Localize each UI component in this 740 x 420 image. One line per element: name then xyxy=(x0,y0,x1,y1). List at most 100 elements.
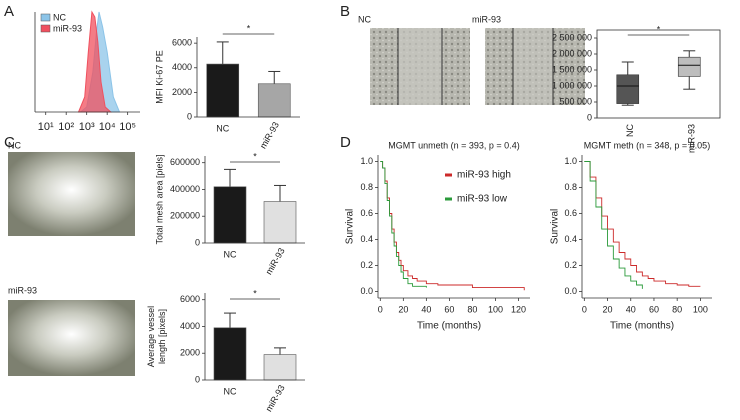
x-tick-label: NC xyxy=(625,124,635,137)
image-gap xyxy=(398,28,442,105)
y-axis-label: length [pixels] xyxy=(157,309,167,364)
y-axis-label: Survival xyxy=(550,209,561,245)
y-tick-label: 6000 xyxy=(180,294,200,304)
y-tick-label: 600000 xyxy=(170,157,200,167)
y-axis-label: MFI Ki-67 PE xyxy=(154,50,164,104)
x-tick-label: miR-93 xyxy=(258,120,281,150)
x-tick-label: miR-93 xyxy=(264,246,287,276)
x-tick-label: NC xyxy=(224,386,237,396)
y-tick-label: 1 500 000 xyxy=(552,64,592,74)
y-tick-label: 0.6 xyxy=(360,208,373,218)
x-tick-label: NC xyxy=(216,123,229,133)
bar xyxy=(257,83,291,118)
x-tick-label: 10⁴ xyxy=(99,121,116,133)
chart-title: MGMT unmeth (n = 393, p = 0.4) xyxy=(388,140,519,150)
significance-label: * xyxy=(253,151,257,161)
x-tick-label: 20 xyxy=(398,304,408,314)
y-tick-label: 0.2 xyxy=(360,260,373,270)
x-tick-label: 10¹ xyxy=(38,121,54,133)
survival-curve xyxy=(380,161,525,291)
x-tick-label: 40 xyxy=(626,304,636,314)
y-tick-label: 0 xyxy=(195,237,200,247)
x-tick-label: 80 xyxy=(672,304,682,314)
y-tick-label: 0.0 xyxy=(564,286,577,296)
box xyxy=(677,56,701,77)
panel-letter: D xyxy=(340,134,351,151)
tube-images: NC miR-93 xyxy=(8,140,135,376)
x-tick-label: 0 xyxy=(378,304,383,314)
image-label: NC xyxy=(358,14,371,24)
image-gap xyxy=(513,28,553,105)
panel-letter: B xyxy=(340,3,350,20)
x-tick-label: 100 xyxy=(488,304,503,314)
bar xyxy=(206,63,240,118)
histogram-area xyxy=(77,10,113,113)
y-tick-label: 1.0 xyxy=(360,156,373,166)
y-axis-label: Average vessel xyxy=(146,306,156,367)
x-tick-label: miR-93 xyxy=(687,124,697,153)
panel-letter: A xyxy=(4,3,14,20)
image xyxy=(8,152,135,236)
bar xyxy=(213,327,247,381)
y-tick-label: 0.8 xyxy=(360,182,373,192)
y-tick-label: 0 xyxy=(195,374,200,384)
legend-label: NC xyxy=(53,12,66,22)
image-label: miR-93 xyxy=(8,285,37,295)
x-tick-label: 60 xyxy=(649,304,659,314)
x-tick-label: 120 xyxy=(511,304,526,314)
significance-label: * xyxy=(253,288,257,298)
y-tick-label: 4000 xyxy=(180,321,200,331)
y-tick-label: 0.4 xyxy=(564,234,577,244)
panel-letter: C xyxy=(4,134,15,151)
y-tick-label: 0.6 xyxy=(564,208,577,218)
y-tick-label: 0.0 xyxy=(360,286,373,296)
image-label: NC xyxy=(8,140,21,150)
legend-label: miR-93 high xyxy=(457,170,511,181)
y-tick-label: 0.8 xyxy=(564,182,577,192)
y-axis-label: Survival xyxy=(345,209,356,245)
x-axis-label: Time (months) xyxy=(610,321,674,332)
significance-label: * xyxy=(247,23,251,33)
x-tick-label: 80 xyxy=(467,304,477,314)
legend-label: miR-93 xyxy=(53,23,82,33)
legend-swatch xyxy=(40,13,51,22)
x-tick-label: 20 xyxy=(603,304,613,314)
image-label: miR-93 xyxy=(472,14,501,24)
x-tick-label: 40 xyxy=(421,304,431,314)
x-tick-label: 10³ xyxy=(79,121,95,133)
survival-curve xyxy=(584,161,643,289)
y-tick-label: 1.0 xyxy=(564,156,577,166)
box xyxy=(616,74,640,104)
legend-swatch xyxy=(40,24,51,33)
y-tick-label: 400000 xyxy=(170,184,200,194)
y-tick-label: 0.4 xyxy=(360,234,373,244)
x-axis-label: Time (months) xyxy=(417,321,481,332)
significance-label: * xyxy=(657,24,661,34)
y-tick-label: 6000 xyxy=(172,38,192,48)
y-tick-label: 0 xyxy=(587,112,592,122)
y-tick-label: 2000 xyxy=(180,348,200,358)
y-tick-label: 0 xyxy=(187,111,192,121)
y-tick-label: 200000 xyxy=(170,211,200,221)
scratch-images: NC miR-93 xyxy=(358,14,585,105)
bar xyxy=(263,201,297,244)
chart-title: MGMT meth (n = 348, p = 0.05) xyxy=(584,140,710,150)
plot-frame xyxy=(596,29,721,119)
x-tick-label: NC xyxy=(224,249,237,259)
y-tick-label: 500 000 xyxy=(559,96,592,106)
y-tick-label: 1 000 000 xyxy=(552,80,592,90)
bar xyxy=(213,186,247,244)
y-tick-label: 2 000 000 xyxy=(552,48,592,58)
x-tick-label: 10² xyxy=(58,121,74,133)
survival-curve xyxy=(584,161,701,287)
x-tick-label: 60 xyxy=(444,304,454,314)
x-tick-label: 10⁵ xyxy=(119,121,136,133)
survival-curve xyxy=(380,161,427,288)
y-tick-label: 2 500 000 xyxy=(552,32,592,42)
y-axis-label: Total mesh area [piels] xyxy=(154,154,164,244)
bar xyxy=(263,354,297,381)
y-tick-label: 2000 xyxy=(172,87,192,97)
y-tick-label: 0.2 xyxy=(564,260,577,270)
y-tick-label: 4000 xyxy=(172,62,192,72)
